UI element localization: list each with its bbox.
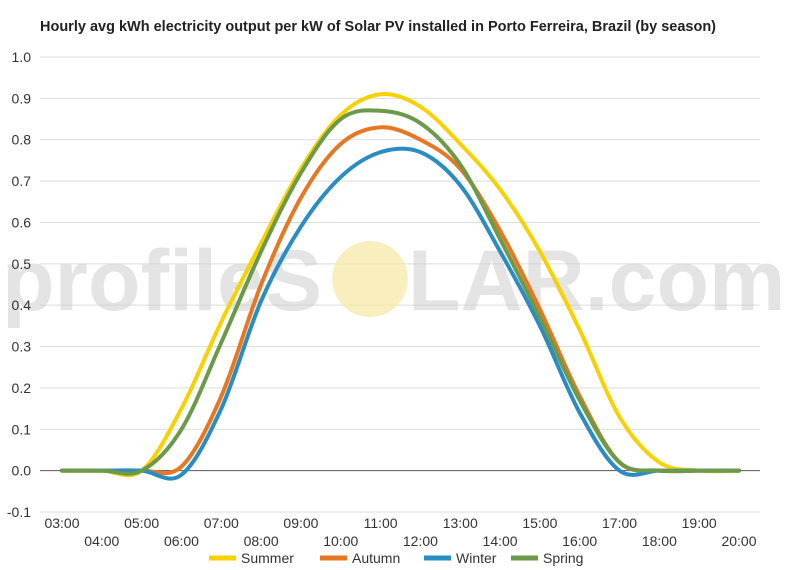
series-lines [60, 92, 741, 481]
y-tick-label: 0.3 [12, 339, 32, 355]
legend-label-autumn: Autumn [352, 550, 400, 566]
x-tick-label: 12:00 [403, 533, 438, 549]
y-tick-label: 1.0 [12, 49, 32, 65]
x-tick-label: 08:00 [244, 533, 279, 549]
x-tick-label: 05:00 [124, 515, 159, 531]
grid-lines [40, 56, 760, 513]
x-tick-label: 19:00 [682, 515, 717, 531]
y-tick-label: 0.0 [12, 463, 32, 479]
series-line-spring [60, 108, 741, 476]
x-tick-label: 13:00 [443, 515, 478, 531]
y-tick-label: 0.5 [12, 256, 32, 272]
x-tick-label: 07:00 [204, 515, 239, 531]
legend-label-winter: Winter [456, 550, 497, 566]
x-tick-label: 10:00 [323, 533, 358, 549]
y-axis-ticks: -0.1 0.0 0.1 0.2 0.3 0.4 0.5 0.6 0.7 0.8 0.9 1.0 [7, 49, 31, 520]
watermark-text-right: LAR.com [408, 233, 785, 329]
legend: Summer Autumn Winter Spring [209, 550, 583, 566]
x-tick-label: 20:00 [721, 533, 756, 549]
y-tick-label: 0.6 [12, 214, 32, 230]
x-tick-label: 18:00 [642, 533, 677, 549]
watermark-text-left: profileS [2, 233, 322, 329]
x-tick-label: 16:00 [562, 533, 597, 549]
x-tick-label: 06:00 [164, 533, 199, 549]
watermark: profileS LAR.com [2, 233, 785, 329]
y-tick-label: 0.7 [12, 173, 32, 189]
x-tick-label: 15:00 [522, 515, 557, 531]
x-tick-label: 17:00 [602, 515, 637, 531]
y-tick-label: -0.1 [7, 504, 31, 520]
chart-title: Hourly avg kWh electricity output per kW… [40, 19, 717, 35]
x-tick-label: 14:00 [483, 533, 518, 549]
y-tick-label: 0.4 [12, 297, 32, 313]
legend-label-summer: Summer [241, 550, 294, 566]
y-tick-label: 0.9 [12, 90, 32, 106]
x-tick-label: 04:00 [84, 533, 119, 549]
series-line-summer [60, 92, 741, 478]
y-tick-label: 0.2 [12, 380, 32, 396]
y-tick-label: 0.1 [12, 421, 32, 437]
x-tick-label: 09:00 [283, 515, 318, 531]
series-line-winter [60, 146, 741, 481]
x-tick-label: 03:00 [44, 515, 79, 531]
watermark-sun-icon [332, 241, 408, 317]
legend-label-spring: Spring [543, 550, 583, 566]
x-tick-label: 11:00 [364, 515, 398, 531]
y-tick-label: 0.8 [12, 132, 32, 148]
